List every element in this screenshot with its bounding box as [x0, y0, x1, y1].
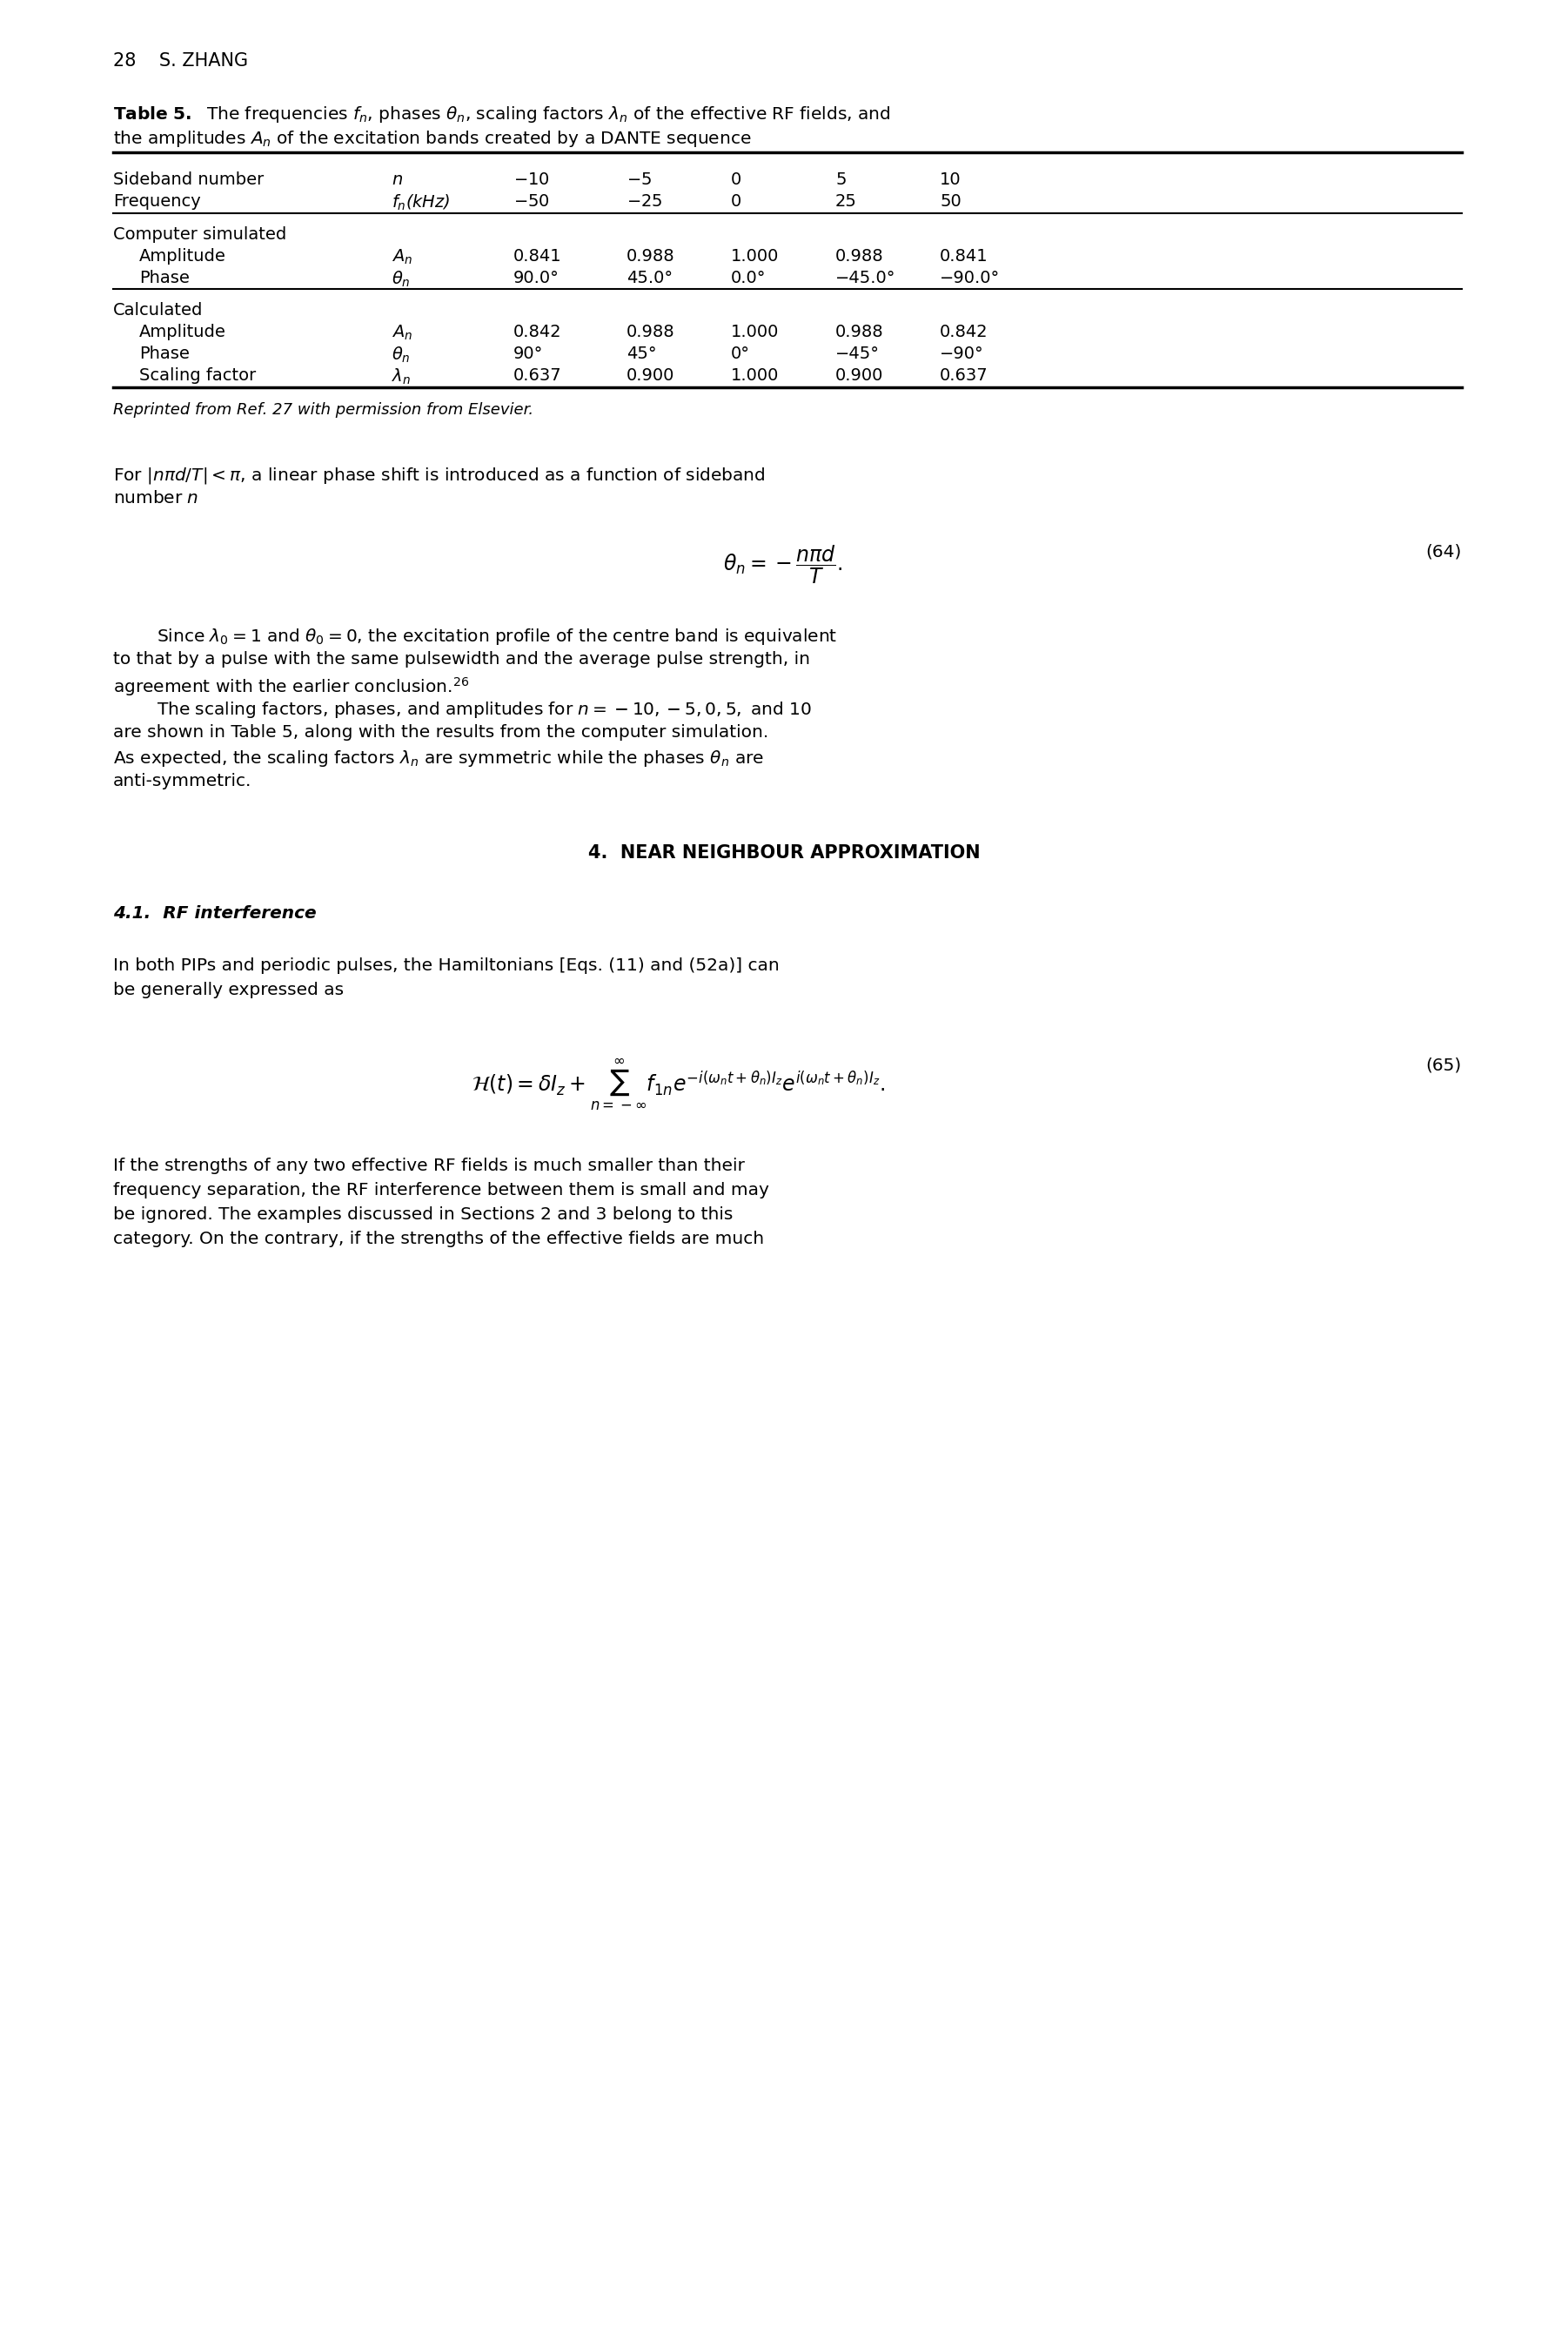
Text: the amplitudes $A_n$ of the excitation bands created by a DANTE sequence: the amplitudes $A_n$ of the excitation b… [113, 129, 751, 148]
Text: 1.000: 1.000 [731, 324, 779, 341]
Text: 45.0°: 45.0° [627, 270, 673, 287]
Text: 0.988: 0.988 [836, 324, 884, 341]
Text: $A_n$: $A_n$ [392, 324, 412, 343]
Text: $-$25: $-$25 [627, 193, 663, 209]
Text: 90.0°: 90.0° [513, 270, 560, 287]
Text: are shown in Table 5, along with the results from the computer simulation.: are shown in Table 5, along with the res… [113, 724, 768, 740]
Text: 0.0°: 0.0° [731, 270, 767, 287]
Text: be generally expressed as: be generally expressed as [113, 982, 343, 999]
Text: 0: 0 [731, 193, 742, 209]
Text: $-$50: $-$50 [513, 193, 550, 209]
Text: 0.637: 0.637 [513, 367, 561, 383]
Text: 0.900: 0.900 [836, 367, 883, 383]
Text: $\theta_n$: $\theta_n$ [392, 270, 411, 289]
Text: 0.842: 0.842 [513, 324, 561, 341]
Text: $n$: $n$ [392, 172, 403, 188]
Text: 90°: 90° [513, 345, 543, 362]
Text: $\lambda_n$: $\lambda_n$ [392, 367, 411, 388]
Text: Sideband number: Sideband number [113, 172, 263, 188]
Text: 5: 5 [836, 172, 847, 188]
Text: $f_n$(kHz): $f_n$(kHz) [392, 193, 450, 212]
Text: $\theta_n$: $\theta_n$ [392, 345, 411, 364]
Text: 0: 0 [731, 172, 742, 188]
Text: If the strengths of any two effective RF fields is much smaller than their: If the strengths of any two effective RF… [113, 1159, 745, 1175]
Text: anti-symmetric.: anti-symmetric. [113, 773, 252, 790]
Text: Phase: Phase [140, 270, 190, 287]
Text: 45°: 45° [627, 345, 657, 362]
Text: 0.988: 0.988 [836, 249, 884, 266]
Text: −90°: −90° [939, 345, 983, 362]
Text: Calculated: Calculated [113, 303, 204, 320]
Text: −45°: −45° [836, 345, 880, 362]
Text: For $|n\pi d/T| < \pi$, a linear phase shift is introduced as a function of side: For $|n\pi d/T| < \pi$, a linear phase s… [113, 465, 765, 486]
Text: 0.988: 0.988 [627, 249, 674, 266]
Text: to that by a pulse with the same pulsewidth and the average pulse strength, in: to that by a pulse with the same pulsewi… [113, 651, 811, 667]
Text: Computer simulated: Computer simulated [113, 226, 287, 242]
Text: $-$5: $-$5 [627, 172, 652, 188]
Text: 1.000: 1.000 [731, 367, 779, 383]
Text: 28    S. ZHANG: 28 S. ZHANG [113, 52, 248, 70]
Text: 0.637: 0.637 [939, 367, 988, 383]
Text: $\mathbf{Table\ 5.}$  The frequencies $f_n$, phases $\theta_n$, scaling factors : $\mathbf{Table\ 5.}$ The frequencies $f_… [113, 103, 891, 125]
Text: 10: 10 [939, 172, 961, 188]
Text: $\theta_n = -\dfrac{n\pi d}{T}.$: $\theta_n = -\dfrac{n\pi d}{T}.$ [723, 543, 844, 585]
Text: Since $\lambda_0 = 1$ and $\theta_0 = 0$, the excitation profile of the centre b: Since $\lambda_0 = 1$ and $\theta_0 = 0$… [157, 627, 837, 646]
Text: 0.842: 0.842 [939, 324, 988, 341]
Text: 4.  NEAR NEIGHBOUR APPROXIMATION: 4. NEAR NEIGHBOUR APPROXIMATION [588, 844, 980, 862]
Text: 0.841: 0.841 [513, 249, 561, 266]
Text: 25: 25 [836, 193, 858, 209]
Text: 0.988: 0.988 [627, 324, 674, 341]
Text: 1.000: 1.000 [731, 249, 779, 266]
Text: 50: 50 [939, 193, 961, 209]
Text: (65): (65) [1425, 1058, 1461, 1074]
Text: 0°: 0° [731, 345, 750, 362]
Text: $-$10: $-$10 [513, 172, 550, 188]
Text: 0.900: 0.900 [627, 367, 674, 383]
Text: Amplitude: Amplitude [140, 324, 226, 341]
Text: Amplitude: Amplitude [140, 249, 226, 266]
Text: 4.1.  RF interference: 4.1. RF interference [113, 905, 317, 921]
Text: Phase: Phase [140, 345, 190, 362]
Text: category. On the contrary, if the strengths of the effective fields are much: category. On the contrary, if the streng… [113, 1231, 764, 1248]
Text: (64): (64) [1425, 543, 1461, 562]
Text: −90.0°: −90.0° [939, 270, 1000, 287]
Text: Frequency: Frequency [113, 193, 201, 209]
Text: 0.841: 0.841 [939, 249, 988, 266]
Text: −45.0°: −45.0° [836, 270, 895, 287]
Text: be ignored. The examples discussed in Sections 2 and 3 belong to this: be ignored. The examples discussed in Se… [113, 1206, 732, 1222]
Text: The scaling factors, phases, and amplitudes for $n = -10, -5, 0, 5,$ and $10$: The scaling factors, phases, and amplitu… [157, 700, 812, 719]
Text: Scaling factor: Scaling factor [140, 367, 256, 383]
Text: number $n$: number $n$ [113, 491, 199, 508]
Text: $A_n$: $A_n$ [392, 249, 412, 266]
Text: frequency separation, the RF interference between them is small and may: frequency separation, the RF interferenc… [113, 1182, 768, 1198]
Text: agreement with the earlier conclusion.$^{26}$: agreement with the earlier conclusion.$^… [113, 674, 469, 698]
Text: In both PIPs and periodic pulses, the Hamiltonians [Eqs. (11) and (52a)] can: In both PIPs and periodic pulses, the Ha… [113, 956, 779, 973]
Text: Reprinted from Ref. 27 with permission from Elsevier.: Reprinted from Ref. 27 with permission f… [113, 402, 533, 418]
Text: $\mathcal{H}(t) = \delta I_z + \sum_{n=-\infty}^{\infty} f_{1n} e^{-i(\omega_n t: $\mathcal{H}(t) = \delta I_z + \sum_{n=-… [472, 1058, 886, 1112]
Text: As expected, the scaling factors $\lambda_n$ are symmetric while the phases $\th: As expected, the scaling factors $\lambd… [113, 750, 764, 768]
